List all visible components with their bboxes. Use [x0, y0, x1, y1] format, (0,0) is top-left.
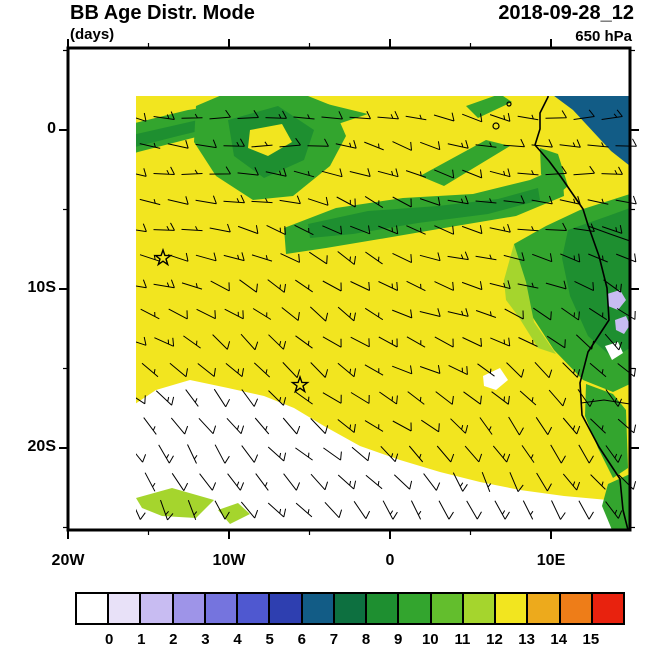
- station-marker-star-0: [153, 247, 173, 267]
- wind-barbs: [136, 109, 637, 521]
- field-region-white-spot-mid: [483, 368, 508, 390]
- x-axis-label: 10W: [212, 552, 246, 569]
- colorbar-cell-9: [367, 594, 400, 623]
- colorbar-tick-label: 13: [518, 631, 535, 648]
- colorbar-tick-label: 2: [169, 631, 178, 648]
- field-region-coastal-south-strip: [585, 384, 628, 478]
- colorbar-cell-15: [560, 594, 593, 623]
- field-region-streak-upper-right: [466, 96, 512, 118]
- colorbar-tick-label: 11: [454, 631, 471, 648]
- colorbar-cell-12: [463, 594, 497, 623]
- colorbar-cell-8: [334, 594, 368, 623]
- field-region-white-spot-coast: [605, 342, 623, 360]
- plot-level-label: 650 hPa: [575, 28, 632, 45]
- island-outline-0: [526, 69, 534, 77]
- colorbar-tick-label: 6: [297, 631, 306, 648]
- field-region-blob-upper-middle-hole: [248, 124, 292, 156]
- colorbar-tick-label: 10: [421, 631, 439, 648]
- colorbar-tick-label: 4: [233, 631, 242, 648]
- colorbar-tick-label: 0: [104, 631, 114, 648]
- field-region-lavender-spot-1: [607, 290, 626, 310]
- colorbar-tick-label: 1: [137, 631, 146, 648]
- colorbar-tick-label: 7: [329, 631, 339, 648]
- colorbar-cell-14: [528, 594, 561, 623]
- y-axis-label: 20S: [27, 438, 56, 455]
- field-region-coastal-green-core: [562, 208, 630, 358]
- field-region-blob-top-center: [330, 54, 398, 92]
- colorbar-tick-label: 8: [361, 631, 371, 648]
- plot-units-label: (days): [70, 26, 115, 43]
- colorbar-cell-3: [173, 594, 206, 623]
- colorbar-cell-11: [431, 594, 464, 623]
- map-field: [136, 54, 637, 531]
- colorbar-cell-0: [77, 594, 110, 623]
- colorbar-cell-6: [270, 594, 303, 623]
- field-region-lavender-spot-2: [615, 316, 630, 334]
- y-axis-label: 0: [47, 120, 56, 137]
- field-region-coastal-fringe-west: [504, 244, 556, 354]
- colorbar-cell-7: [302, 594, 335, 623]
- colorbar-cell-1: [109, 594, 142, 623]
- island-outline-2: [492, 122, 500, 130]
- axis-minor-ticks: [63, 43, 635, 535]
- field-region-corner-bottom-right: [602, 474, 630, 530]
- plot-title: BB Age Distr. Mode: [70, 2, 255, 24]
- country-border-2: [580, 399, 631, 405]
- colorbar-tick-label: 12: [486, 631, 503, 648]
- field-region-streak-right: [420, 140, 510, 186]
- axis-ticks: [59, 39, 639, 539]
- x-axis-label: 0: [385, 552, 395, 569]
- island-outline-1: [506, 101, 512, 107]
- colorbar-tick-label: 3: [201, 631, 210, 648]
- plot-datetime: 2018-09-28_12: [498, 2, 634, 24]
- colorbar-tick-label: 5: [265, 631, 274, 648]
- field-region-white-south: [136, 380, 630, 530]
- country-border-1: [587, 225, 631, 242]
- colorbar-cell-4: [205, 594, 239, 623]
- colorbar-cell-13: [496, 594, 529, 623]
- field-region-mid-band-core: [308, 188, 540, 238]
- x-axis-label: 20W: [51, 552, 85, 569]
- station-marker-star-1: [290, 374, 310, 394]
- country-border-0: [548, 91, 630, 95]
- colorbar-tick-label: 9: [394, 631, 403, 648]
- colorbar-tick-label: 15: [582, 631, 600, 648]
- field-region-lightgreen-bottom-b: [218, 503, 250, 524]
- field-region-lightgreen-bottom-a: [136, 488, 214, 518]
- colorbar-tick-label: 14: [550, 631, 568, 648]
- field-region-darkblue-corner: [554, 96, 630, 166]
- y-axis-label: 10S: [27, 279, 56, 296]
- x-axis-label: 10E: [536, 552, 566, 569]
- coastline: [534, 96, 629, 531]
- colorbar-cell-5: [238, 594, 271, 623]
- colorbar-cell-16: [592, 594, 623, 623]
- colorbar-cell-10: [399, 594, 432, 623]
- colorbar: [75, 592, 625, 625]
- colorbar-cell-2: [141, 594, 174, 623]
